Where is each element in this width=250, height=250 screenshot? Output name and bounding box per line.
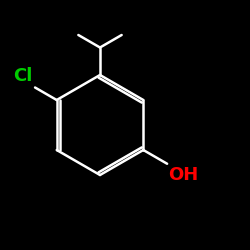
Text: OH: OH: [168, 166, 198, 184]
Text: Cl: Cl: [13, 67, 32, 85]
